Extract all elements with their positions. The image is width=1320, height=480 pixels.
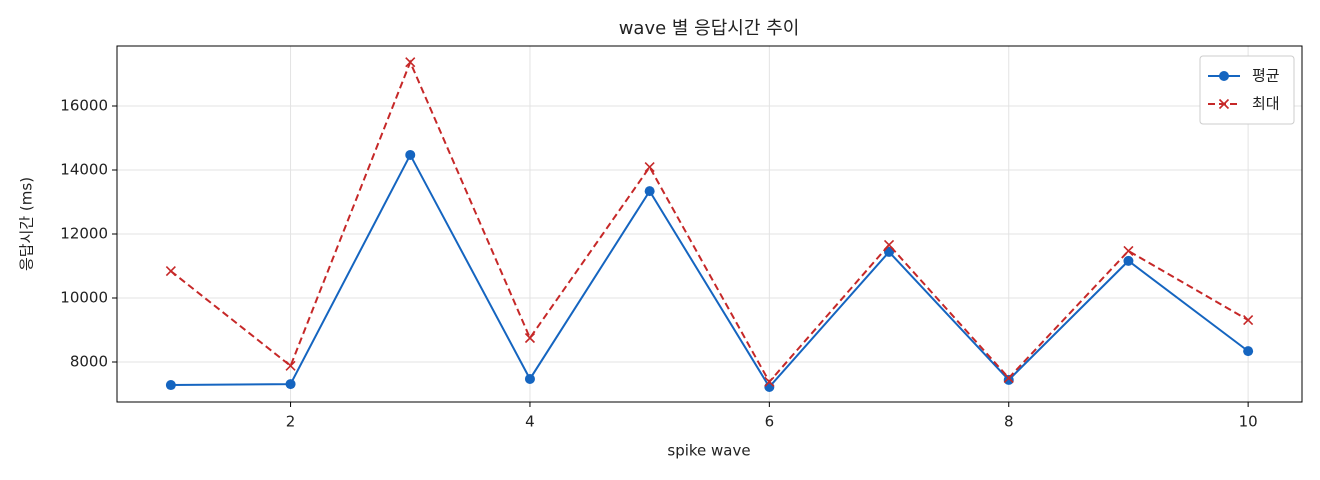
legend-label: 평균	[1252, 67, 1280, 85]
legend-label: 최대	[1252, 95, 1280, 113]
point	[1243, 315, 1254, 326]
point	[1003, 374, 1014, 385]
y-tick-label: 16000	[60, 97, 108, 115]
legend-marker	[1219, 71, 1229, 81]
x-tick-label: 6	[765, 413, 775, 431]
y-tick-label: 10000	[60, 289, 108, 307]
chart-title: wave 별 응답시간 추이	[619, 18, 800, 39]
plot-area	[117, 46, 1302, 402]
point	[285, 379, 296, 390]
point	[764, 376, 775, 387]
y-axis-label: 응답시간 (ms)	[18, 177, 36, 271]
series-line	[170, 59, 1249, 384]
x-tick-label: 8	[1004, 413, 1014, 431]
point	[1243, 346, 1254, 357]
x-tick-label: 4	[525, 413, 535, 431]
point	[405, 149, 416, 160]
point	[884, 246, 895, 257]
point	[165, 380, 176, 391]
x-tick-label: 10	[1239, 413, 1258, 431]
point	[285, 360, 296, 371]
point	[1123, 255, 1134, 266]
point	[644, 162, 655, 173]
x-tick-label: 2	[286, 413, 296, 431]
point	[405, 57, 416, 68]
point	[883, 239, 895, 250]
y-tick-label: 8000	[70, 353, 108, 371]
legend-box	[1199, 55, 1295, 125]
point	[524, 332, 536, 344]
point	[1003, 372, 1014, 384]
series-line	[170, 152, 1249, 389]
point	[1123, 245, 1134, 257]
legend-marker	[1218, 98, 1230, 110]
point	[165, 266, 176, 277]
y-tick-label: 14000	[60, 161, 108, 179]
x-axis-label: spike wave	[667, 442, 750, 460]
axes-frame	[116, 45, 1303, 403]
point	[524, 373, 535, 384]
y-tick-label: 12000	[60, 225, 108, 243]
point	[764, 381, 775, 392]
point	[644, 186, 655, 197]
